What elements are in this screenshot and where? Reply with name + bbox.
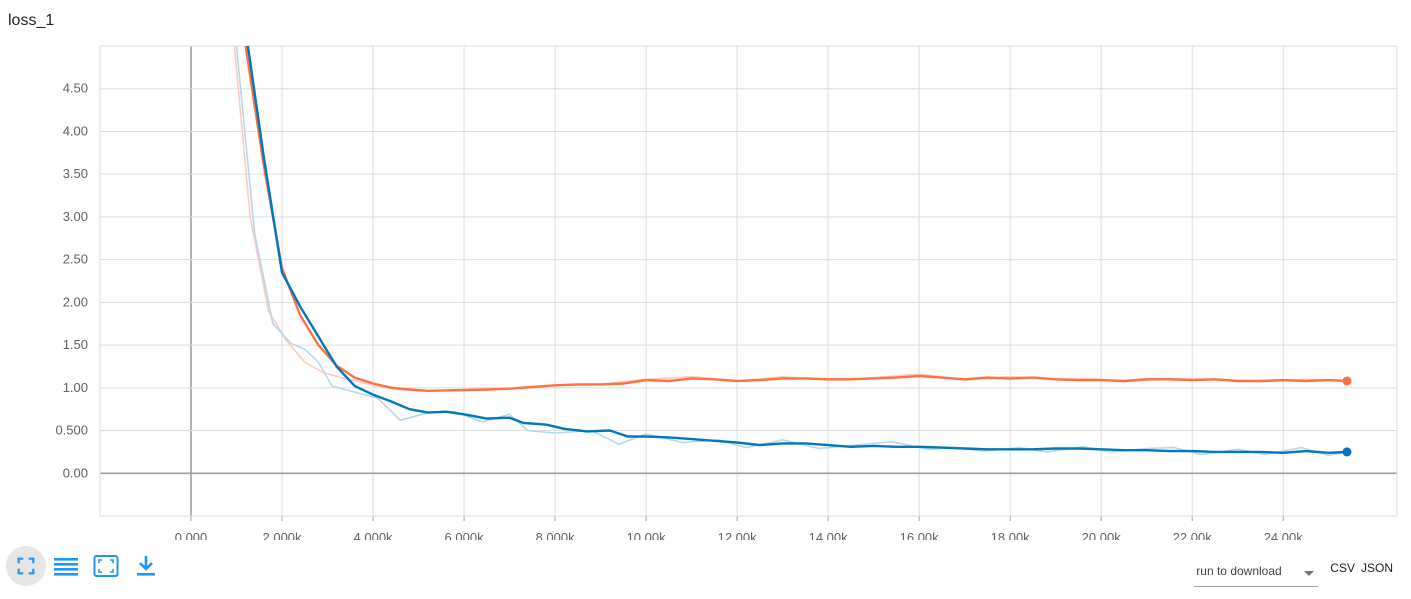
y-tick-label: 2.50 bbox=[63, 252, 88, 267]
y-tick-label: 1.50 bbox=[63, 337, 88, 352]
grid-lines bbox=[100, 46, 1397, 516]
series-lines bbox=[233, 45, 1352, 457]
download-button[interactable] bbox=[126, 546, 166, 586]
x-tick-label: 18.00k bbox=[991, 530, 1031, 540]
x-tick-label: 0.000 bbox=[175, 530, 208, 540]
csv-download-link[interactable]: CSV bbox=[1330, 561, 1355, 575]
chart-toolbar bbox=[6, 545, 166, 587]
y-tick-label: 3.00 bbox=[63, 209, 88, 224]
y-tick-label: 0.500 bbox=[55, 423, 88, 438]
x-tick-label: 20.00k bbox=[1082, 530, 1122, 540]
x-tick-label: 2.000k bbox=[263, 530, 303, 540]
series-0-last-point bbox=[1342, 376, 1352, 386]
fit-domain-button[interactable] bbox=[86, 546, 126, 586]
y-tick-label: 3.50 bbox=[63, 166, 88, 181]
y-tick-label: 0.00 bbox=[63, 465, 88, 480]
chevron-down-icon bbox=[1304, 570, 1315, 576]
x-tick-label: 24.00k bbox=[1264, 530, 1304, 540]
series-1-last-point bbox=[1342, 447, 1352, 457]
line-chart: 0.000 2.000k 4.000k 6.000k 8.000k 10.00k 12.00… bbox=[55, 45, 1398, 540]
axes bbox=[99, 45, 1398, 521]
y-tick-label: 4.50 bbox=[63, 81, 88, 96]
tick-labels: 0.000 2.000k 4.000k 6.000k 8.000k 10.00k 12.00… bbox=[55, 81, 1303, 540]
series-0-raw-line bbox=[233, 45, 1347, 392]
x-tick-label: 4.000k bbox=[354, 530, 394, 540]
y-tick-label: 2.00 bbox=[63, 294, 88, 309]
fit-domain-icon bbox=[93, 555, 119, 577]
x-tick-label: 8.000k bbox=[536, 530, 576, 540]
chart-title: loss_1 bbox=[8, 12, 55, 29]
list-icon bbox=[54, 558, 78, 576]
json-download-link[interactable]: JSON bbox=[1360, 561, 1393, 575]
series-1-raw-line bbox=[235, 45, 1348, 457]
x-tick-label: 14.00k bbox=[809, 530, 849, 540]
download-icon bbox=[137, 556, 155, 576]
fullscreen-icon bbox=[17, 557, 35, 575]
toggle-log-scale-button[interactable] bbox=[46, 546, 86, 586]
y-tick-label: 4.00 bbox=[63, 123, 88, 138]
x-tick-label: 10.00k bbox=[627, 530, 667, 540]
series-0-smoothed-line bbox=[244, 45, 1347, 392]
run-select-placeholder: run to download bbox=[1196, 564, 1282, 578]
run-to-download-select[interactable]: run to download bbox=[1194, 558, 1319, 587]
fullscreen-button[interactable] bbox=[6, 546, 46, 586]
y-tick-label: 1.00 bbox=[63, 380, 88, 395]
download-controls: run to download CSV JSON bbox=[1194, 558, 1393, 587]
x-tick-label: 16.00k bbox=[900, 530, 940, 540]
x-tick-label: 22.00k bbox=[1173, 530, 1213, 540]
x-tick-label: 12.00k bbox=[718, 530, 758, 540]
x-tick-label: 6.000k bbox=[445, 530, 485, 540]
series-1-smoothed-line bbox=[246, 45, 1347, 454]
